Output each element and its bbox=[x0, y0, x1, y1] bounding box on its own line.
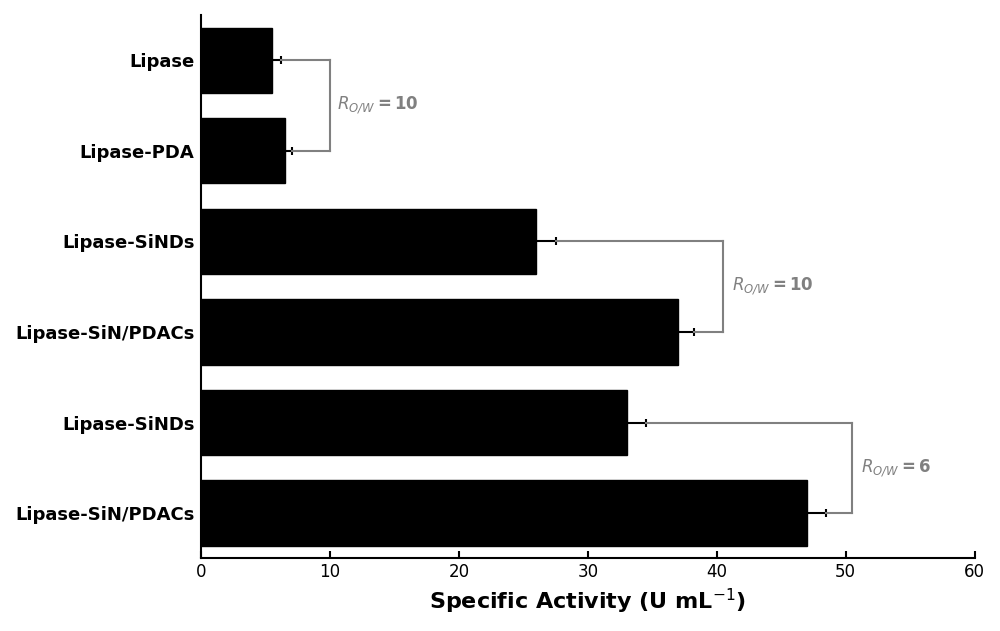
Bar bbox=[201, 390, 627, 455]
Bar bbox=[201, 299, 678, 365]
Bar bbox=[201, 480, 807, 546]
Bar bbox=[201, 28, 272, 93]
Bar bbox=[201, 209, 536, 274]
Bar bbox=[201, 118, 285, 184]
Text: $\it{R}$$_{\mathregular{O/W}}$$\mathbf{=6}$: $\it{R}$$_{\mathregular{O/W}}$$\mathbf{=… bbox=[861, 457, 931, 479]
Text: $\it{R}$$_{\mathregular{O/W}}$$\mathbf{=10}$: $\it{R}$$_{\mathregular{O/W}}$$\mathbf{=… bbox=[337, 95, 418, 116]
X-axis label: Specific Activity (U mL$^{-1}$): Specific Activity (U mL$^{-1}$) bbox=[429, 587, 746, 616]
Text: $\it{R}$$_{\mathregular{O/W}}$$\mathbf{=10}$: $\it{R}$$_{\mathregular{O/W}}$$\mathbf{=… bbox=[732, 276, 814, 297]
